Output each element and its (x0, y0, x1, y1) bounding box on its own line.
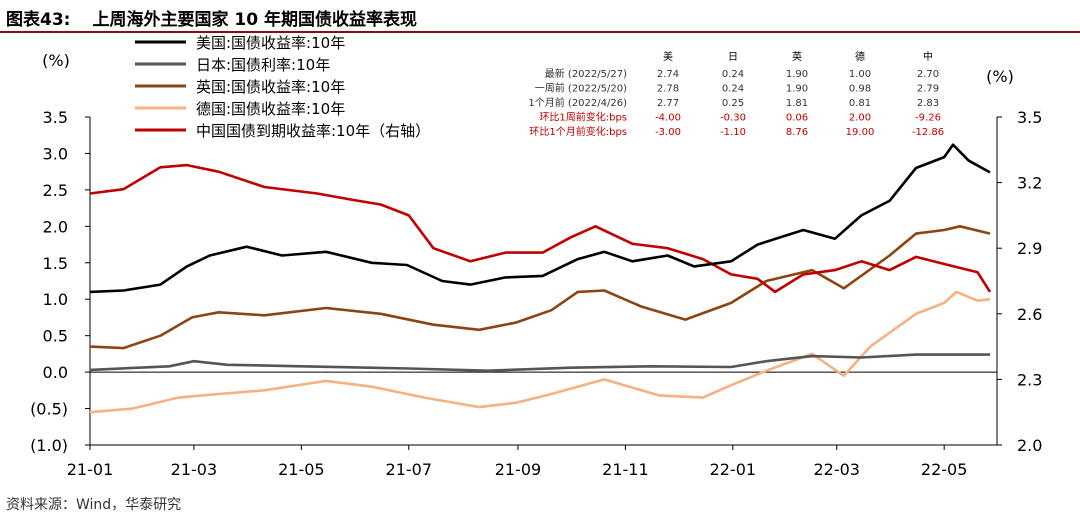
right-tick-label: 2.9 (1017, 239, 1042, 258)
x-tick-label: 21-05 (278, 460, 325, 479)
table-cell: -4.00 (655, 113, 681, 124)
left-tick-label: 3.0 (43, 144, 68, 163)
source-note: 资料来源：Wind，华泰研究 (6, 497, 182, 513)
x-tick-label: 21-03 (171, 460, 218, 479)
left-tick-label: 2.5 (43, 181, 68, 200)
x-tick-label: 22-05 (921, 460, 968, 479)
series-layer (89, 143, 992, 414)
legend-label-1: 日本:国债利率:10年 (196, 56, 330, 74)
table-col-header: 德 (855, 50, 865, 63)
legend-label-0: 美国:国债收益率:10年 (196, 34, 345, 52)
left-tick-label: (1.0) (30, 436, 68, 455)
series-line-2 (89, 225, 991, 350)
series-line-1 (89, 353, 990, 372)
series-line-0 (89, 143, 991, 294)
table-cell: 2.00 (849, 113, 871, 124)
table-cell: 1.00 (849, 69, 871, 80)
left-tick-label: 2.0 (43, 217, 68, 236)
table-cell: 1.81 (786, 98, 808, 109)
figure-title: 图表43: 上周海外主要国家 10 年期国债收益率表现 (6, 5, 417, 30)
table-cell: 0.81 (849, 98, 871, 109)
table-cell: 2.77 (657, 98, 679, 109)
table-cell: 2.79 (917, 84, 939, 95)
table-cell: 1.90 (786, 84, 808, 95)
table-cell: 2.78 (657, 84, 679, 95)
table-cell: -12.86 (912, 127, 944, 138)
title-divider (0, 31, 1080, 33)
table-row-label: 环比1周前变化:bps (539, 111, 627, 124)
legend-label-3: 德国:国债收益率:10年 (196, 100, 345, 118)
left-tick-label: 1.0 (43, 290, 68, 309)
table-cell: -0.30 (720, 113, 746, 124)
table-cell: 2.83 (917, 98, 939, 109)
table-cell: 0.24 (722, 69, 744, 80)
series-line-3 (89, 290, 991, 414)
right-tick-label: 2.0 (1017, 436, 1042, 455)
x-tick-label: 21-01 (67, 460, 114, 479)
legend-label-2: 英国:国债收益率:10年 (196, 78, 345, 96)
table-cell: 2.74 (657, 69, 679, 80)
table-cell: 0.98 (849, 84, 871, 95)
left-tick-label: 3.5 (43, 108, 68, 127)
table-col-header: 日 (728, 52, 738, 63)
table-cell: -3.00 (655, 127, 681, 138)
left-tick-label: 1.5 (43, 254, 68, 273)
right-tick-label: 2.3 (1017, 370, 1042, 389)
table-cell: 0.25 (722, 98, 744, 109)
left-axis-unit: (%) (42, 51, 70, 70)
left-tick-label: 0.5 (43, 327, 68, 346)
right-tick-label: 2.6 (1017, 305, 1042, 324)
table-row-label: 环比1个月前变化:bps (529, 125, 627, 138)
table-cell: 0.06 (786, 113, 808, 124)
table-cell: 1.90 (786, 69, 808, 80)
table-row-label: 一周前 (2022/5/20) (535, 82, 627, 95)
table-cell: 19.00 (846, 127, 875, 138)
right-axis-unit: (%) (986, 67, 1014, 86)
series-line-4 (89, 163, 992, 294)
table-col-header: 美 (663, 50, 673, 63)
right-tick-label: 3.5 (1017, 108, 1042, 127)
table-cell: -1.10 (720, 127, 746, 138)
legend-label-4: 中国国债到期收益率:10年（右轴） (196, 122, 430, 140)
x-tick-label: 21-07 (386, 460, 433, 479)
table-cell: -9.26 (915, 113, 941, 124)
left-tick-label: (0.5) (30, 400, 68, 419)
figure-title-text: 上周海外主要国家 10 年期国债收益率表现 (92, 10, 417, 30)
left-tick-label: 0.0 (43, 363, 68, 382)
table-cell: 2.70 (917, 69, 939, 80)
axes-layer: 3.5 3.0 2.5 2.0 1.5 1.0 0.5 0.0 (0.5) (1.0) (%) 3.5… (30, 51, 1042, 479)
right-tick-label: 3.2 (1017, 174, 1042, 193)
table-row-label: 最新 (2022/5/27) (545, 67, 627, 80)
table-cell: 8.76 (786, 127, 808, 138)
figure-label: 图表43: (6, 10, 71, 30)
x-tick-label: 21-11 (602, 460, 649, 479)
table-cell: 0.24 (722, 84, 744, 95)
data-table: 美 日 英 德 中最新 (2022/5/27) 2.74 0.24 1.90 1.00 2.70 一… (528, 50, 944, 138)
table-col-header: 英 (792, 50, 802, 63)
legend: 美国:国债收益率:10年日本:国债利率:10年英国:国债收益率:10年德国:国债… (135, 34, 430, 140)
table-row-label: 1个月前 (2022/4/26) (528, 96, 627, 109)
x-tick-label: 22-01 (710, 460, 757, 479)
table-col-header: 中 (923, 50, 933, 63)
x-tick-label: 21-09 (495, 460, 542, 479)
x-tick-label: 22-03 (813, 460, 860, 479)
